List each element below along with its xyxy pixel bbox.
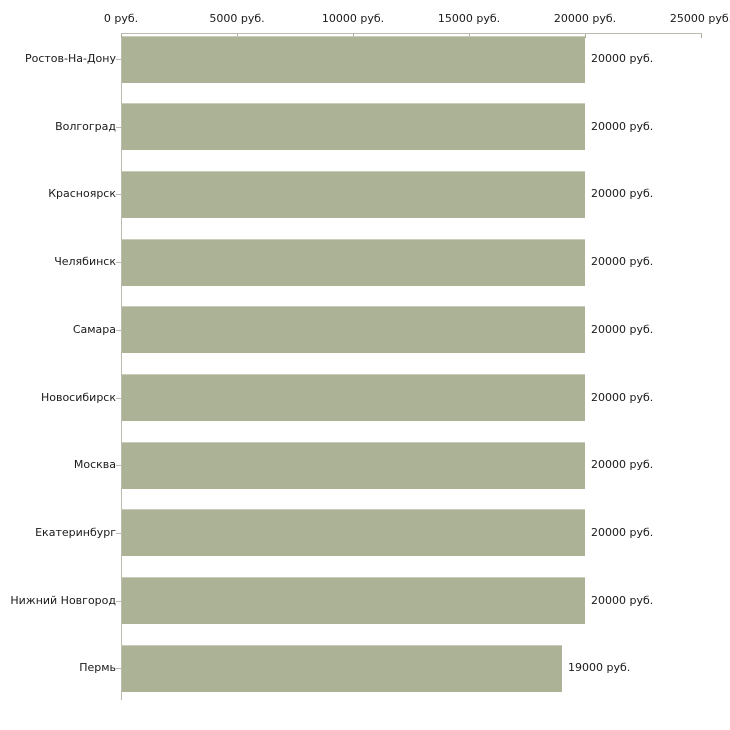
bar [122, 509, 585, 556]
x-axis-tick-label: 0 руб. [103, 12, 139, 25]
bar [122, 577, 585, 624]
value-label: 20000 руб. [591, 594, 654, 607]
category-axis-tick [116, 398, 121, 399]
category-label: Пермь [79, 661, 116, 674]
category-axis-tick [116, 330, 121, 331]
bar [122, 36, 585, 83]
category-label: Москва [73, 458, 116, 471]
bar [122, 239, 585, 286]
category-label: Волгоград [55, 120, 116, 133]
value-label: 20000 руб. [591, 120, 654, 133]
category-label: Нижний Новгород [10, 594, 116, 607]
category-axis-tick [116, 601, 121, 602]
category-label: Ростов-На-Дону [24, 52, 116, 65]
category-label: Челябинск [54, 255, 116, 268]
x-axis-tick [701, 34, 702, 38]
category-label: Екатеринбург [35, 526, 116, 539]
bar [122, 442, 585, 489]
category-label: Самара [72, 323, 116, 336]
value-label: 20000 руб. [591, 323, 654, 336]
x-axis-tick-label: 25000 руб. [669, 12, 730, 25]
x-axis-tick-label: 20000 руб. [553, 12, 617, 25]
category-axis-tick [116, 668, 121, 669]
y-axis-line [121, 33, 122, 700]
value-label: 20000 руб. [591, 458, 654, 471]
value-label: 20000 руб. [591, 526, 654, 539]
x-axis-tick [585, 34, 586, 38]
value-label: 20000 руб. [591, 391, 654, 404]
category-axis-tick [116, 465, 121, 466]
x-axis-tick-label: 5000 руб. [209, 12, 265, 25]
category-axis-tick [116, 533, 121, 534]
category-axis-tick [116, 194, 121, 195]
bar [122, 645, 562, 692]
category-axis-tick [116, 59, 121, 60]
value-label: 20000 руб. [591, 255, 654, 268]
category-label: Новосибирск [40, 391, 116, 404]
bar [122, 306, 585, 353]
x-axis-tick-label: 15000 руб. [437, 12, 501, 25]
x-axis-tick [121, 34, 122, 38]
bar [122, 171, 585, 218]
value-label: 20000 руб. [591, 187, 654, 200]
category-axis-tick [116, 127, 121, 128]
category-label: Красноярск [48, 187, 116, 200]
category-axis-tick [116, 262, 121, 263]
bar [122, 103, 585, 150]
x-axis-tick-label: 10000 руб. [321, 12, 385, 25]
bar [122, 374, 585, 421]
value-label: 19000 руб. [568, 661, 631, 674]
x-axis-line [121, 33, 702, 34]
value-label: 20000 руб. [591, 52, 654, 65]
